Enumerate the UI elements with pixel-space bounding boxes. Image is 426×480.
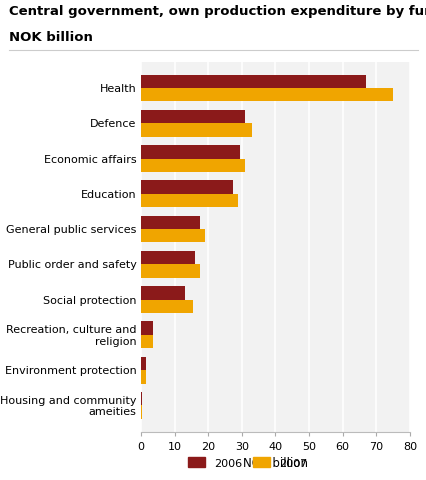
Bar	[141, 300, 193, 313]
Bar	[141, 357, 146, 371]
Bar	[141, 159, 245, 173]
Bar	[141, 146, 239, 159]
Bar	[141, 287, 184, 300]
Bar	[141, 194, 238, 208]
Bar	[141, 335, 153, 348]
Bar	[141, 371, 146, 384]
Bar	[141, 75, 366, 89]
Bar	[141, 252, 194, 265]
Text: NOK billion: NOK billion	[9, 31, 92, 44]
Text: Central government, own production expenditure by function.: Central government, own production expen…	[9, 5, 426, 18]
Bar	[141, 181, 233, 194]
X-axis label: NOK billion: NOK billion	[242, 456, 307, 469]
Bar	[141, 110, 245, 124]
Bar	[141, 89, 392, 102]
Legend: 2006, 2007: 2006, 2007	[184, 453, 311, 472]
Bar	[141, 216, 199, 229]
Bar	[141, 124, 251, 137]
Bar	[141, 229, 204, 243]
Bar	[141, 265, 199, 278]
Bar	[141, 322, 153, 335]
